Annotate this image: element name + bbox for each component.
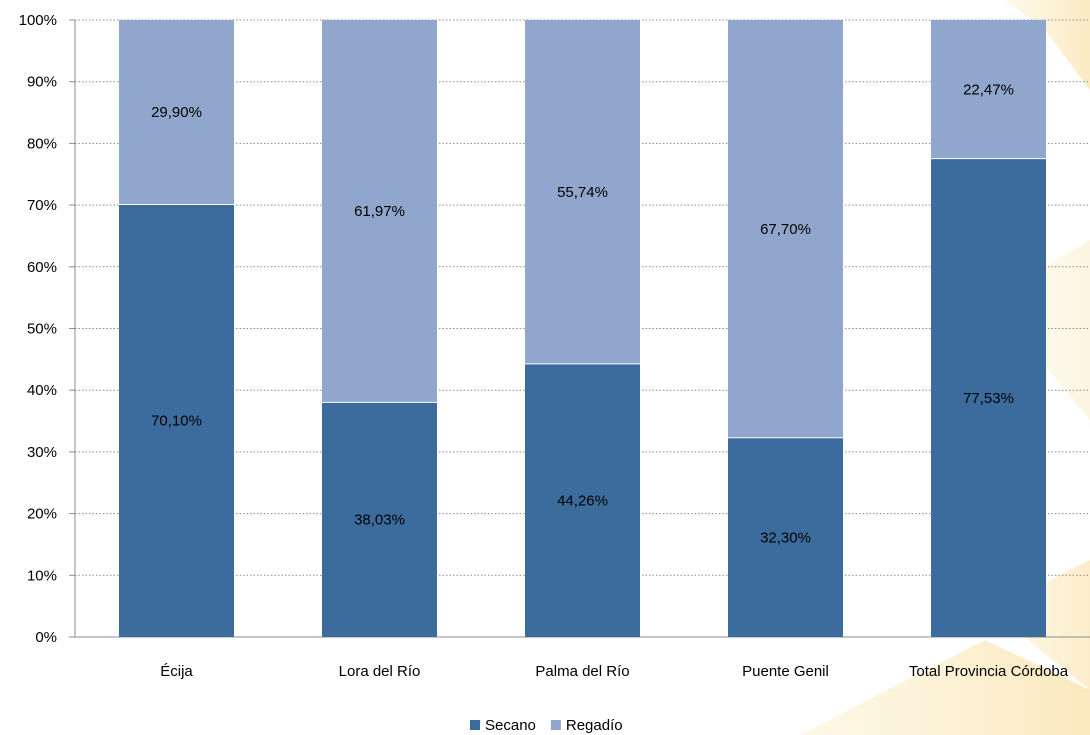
bar-secano-1 (322, 402, 437, 637)
y-tick-label: 60% (27, 259, 57, 276)
y-tick-label: 80% (27, 135, 57, 152)
bar-secano-0 (119, 204, 234, 637)
y-tick-label: 90% (27, 74, 57, 91)
data-label: 32,30% (760, 529, 811, 546)
y-tick-label: 30% (27, 444, 57, 461)
x-category-label: Écija (160, 663, 193, 680)
x-category-label: Lora del Río (339, 663, 421, 680)
bar-regadío-0 (119, 20, 234, 205)
bar-secano-2 (525, 363, 640, 637)
y-tick-label: 10% (27, 567, 57, 584)
data-labels: 70,10% 29,90% 38,03% 61,97% 44,26% 55,74% 32,3… (151, 81, 1014, 546)
y-tick-label: 70% (27, 197, 57, 214)
data-label: 61,97% (354, 203, 405, 220)
legend-label-secano: Secano (485, 717, 536, 734)
x-axis: Écija Lora del Río Palma del Río Puente Gen… (160, 663, 1069, 680)
x-category-label: Total Provincia Córdoba (909, 663, 1069, 680)
bar-regadío-4 (931, 20, 1046, 159)
bar-secano-3 (728, 437, 843, 637)
data-label: 70,10% (151, 413, 202, 430)
bar-regadío-3 (728, 20, 843, 438)
data-label: 38,03% (354, 512, 405, 529)
x-category-label: Puente Genil (742, 663, 829, 680)
legend-label-regadío: Regadío (566, 717, 623, 734)
data-label: 29,90% (151, 104, 202, 121)
bar-regadío-2 (525, 20, 640, 364)
y-tick-label: 100% (19, 12, 57, 29)
bar-regadío-1 (322, 20, 437, 403)
legend-swatch-secano (470, 720, 480, 730)
y-tick-label: 40% (27, 382, 57, 399)
x-category-label: Palma del Río (535, 663, 629, 680)
bar-secano-4 (931, 158, 1046, 637)
y-tick-label: 50% (27, 321, 57, 338)
data-label: 22,47% (963, 81, 1014, 98)
data-label: 77,53% (963, 390, 1014, 407)
bars (119, 20, 1046, 637)
data-label: 67,70% (760, 221, 811, 238)
legend: Secano Regadío (470, 717, 623, 734)
data-label: 44,26% (557, 492, 608, 509)
y-axis: 0% 10% 20% 30% 40% 50% 60% 70% 80% 90% 100% (19, 12, 1090, 646)
y-tick-label: 0% (35, 629, 57, 646)
data-label: 55,74% (557, 184, 608, 201)
legend-swatch-regadío (550, 720, 561, 730)
y-tick-label: 20% (27, 506, 57, 523)
